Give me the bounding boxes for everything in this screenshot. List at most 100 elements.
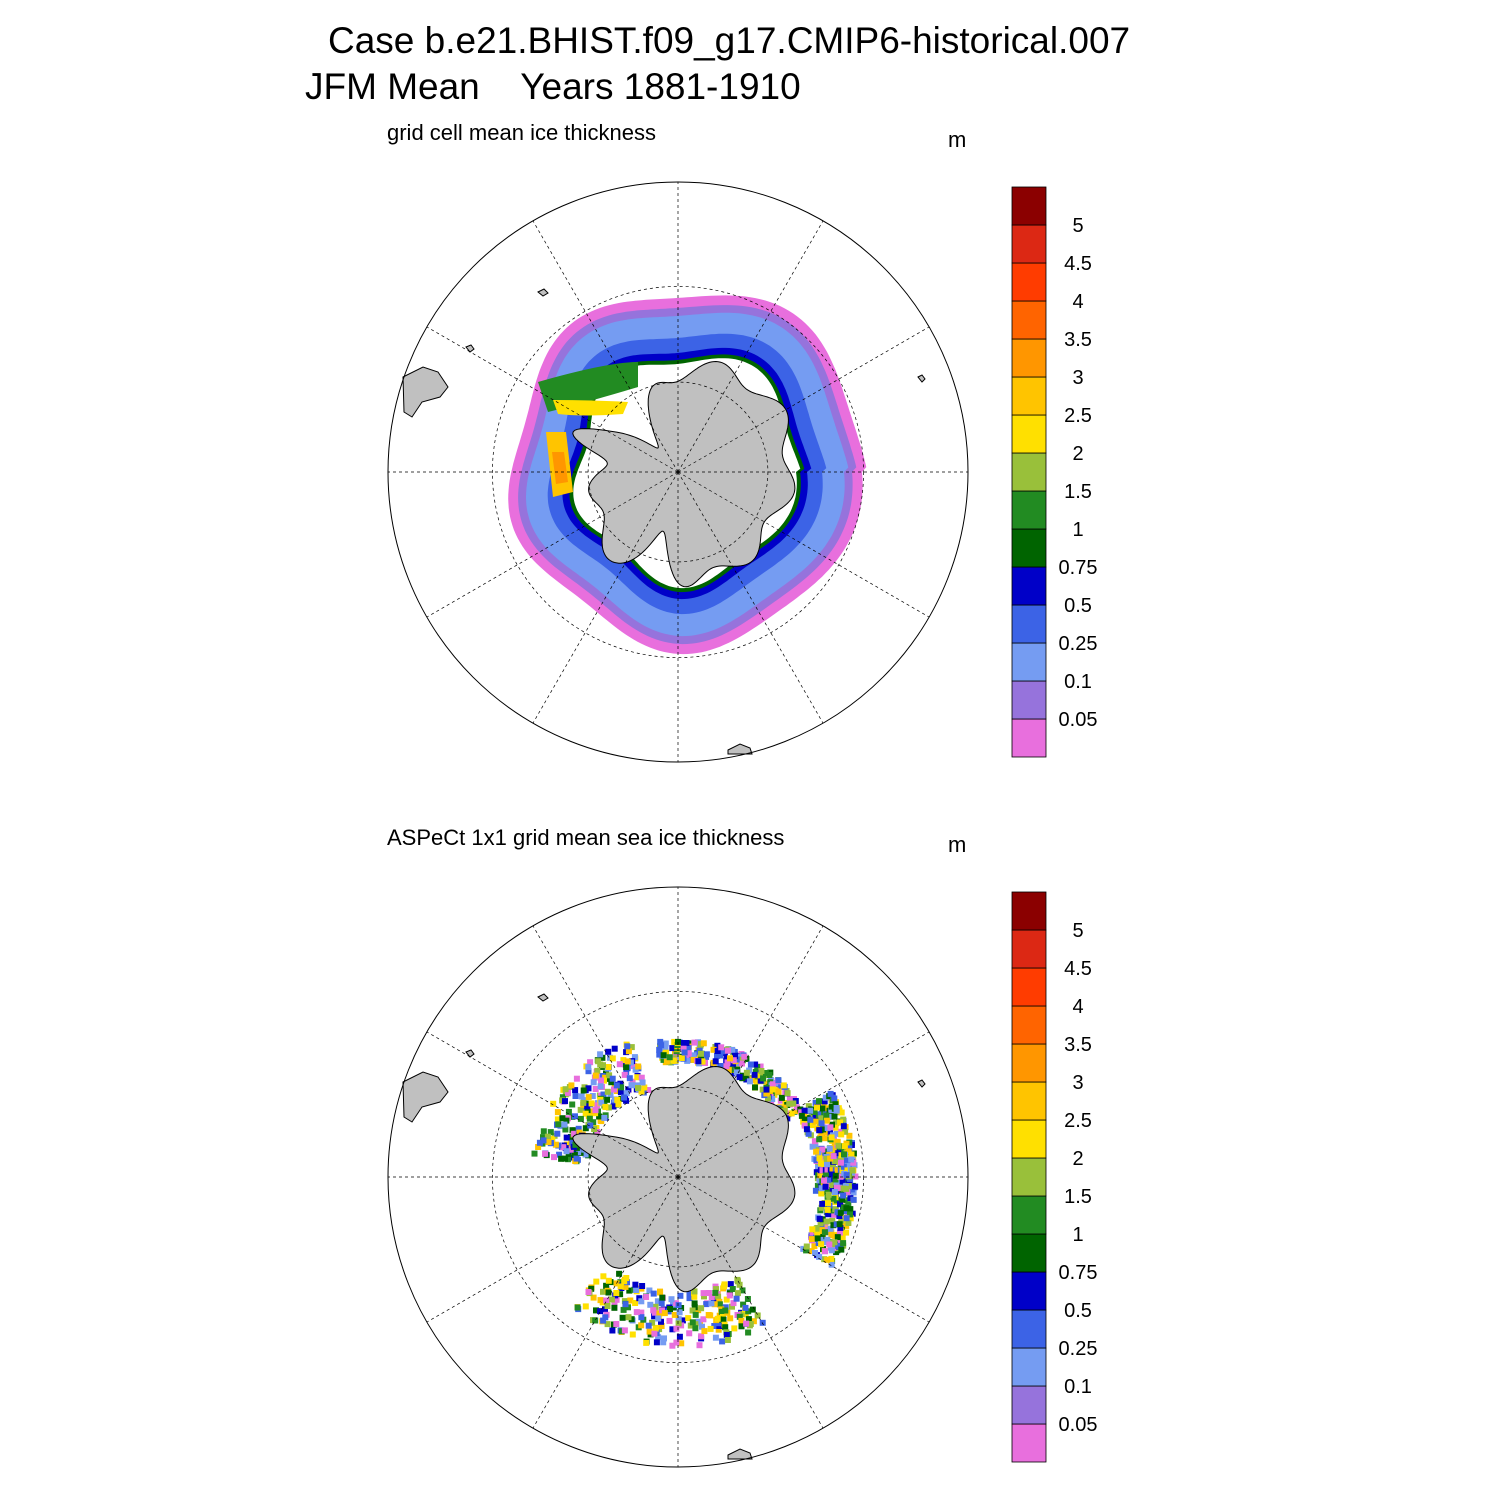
obs-cell <box>831 1189 838 1195</box>
panel2-meridian <box>677 925 824 1178</box>
obs-cell <box>835 1142 842 1149</box>
obs-cell <box>742 1073 749 1080</box>
colorbar-label: 1.5 <box>1064 1186 1092 1208</box>
colorbar-label: 2.5 <box>1064 405 1092 427</box>
obs-cell <box>598 1118 605 1125</box>
obs-cell <box>738 1317 745 1324</box>
obs-cell <box>555 1121 562 1128</box>
obs-cell <box>597 1308 604 1315</box>
obs-cell <box>599 1054 606 1061</box>
obs-cell <box>700 1040 707 1047</box>
obs-cell <box>684 1057 691 1064</box>
obs-cell <box>812 1187 819 1194</box>
obs-cell <box>703 1051 710 1058</box>
obs-cell <box>582 1151 589 1158</box>
obs-cell <box>550 1100 557 1107</box>
panel1-island-falkland <box>537 288 549 297</box>
obs-cell <box>676 1333 683 1340</box>
obs-cell <box>587 1122 594 1129</box>
obs-cell <box>600 1317 607 1324</box>
obs-cell <box>798 1109 805 1116</box>
panel2-meridian <box>532 925 679 1178</box>
obs-cell <box>679 1317 686 1324</box>
obs-cell <box>622 1301 629 1308</box>
obs-cell <box>821 1098 828 1105</box>
colorbar-box <box>1011 1157 1047 1197</box>
obs-cell <box>705 1290 712 1296</box>
panel2-south-america-tip <box>402 1071 449 1123</box>
obs-cell <box>731 1325 738 1332</box>
obs-cell <box>747 1061 754 1068</box>
obs-cell <box>667 1306 673 1312</box>
panel2-map <box>387 886 969 1468</box>
obs-cell <box>848 1151 855 1158</box>
colorbar-box <box>1011 1309 1047 1349</box>
obs-cell <box>623 1064 630 1071</box>
obs-cell <box>619 1314 626 1321</box>
obs-cell <box>611 1086 617 1093</box>
obs-cell <box>675 1038 681 1045</box>
obs-cell <box>683 1040 690 1046</box>
obs-cell <box>650 1307 657 1314</box>
obs-cell <box>602 1306 608 1313</box>
obs-cell <box>813 1148 820 1155</box>
obs-cell <box>718 1044 725 1051</box>
obs-cell <box>723 1331 730 1338</box>
obs-cell <box>818 1160 825 1167</box>
obs-cell <box>680 1045 687 1052</box>
obs-cell <box>839 1167 846 1174</box>
colorbar-box <box>1011 566 1047 606</box>
obs-cell <box>615 1101 622 1108</box>
obs-cell <box>686 1295 693 1302</box>
obs-cell <box>597 1083 604 1090</box>
obs-cell <box>611 1300 618 1307</box>
colorbar-box <box>1011 452 1047 492</box>
colorbar-box <box>1011 528 1047 568</box>
obs-cell <box>837 1224 844 1231</box>
obs-cell <box>742 1304 749 1311</box>
obs-cell <box>540 1128 547 1135</box>
obs-cell <box>714 1315 721 1322</box>
obs-cell <box>646 1287 653 1294</box>
obs-cell <box>652 1325 659 1332</box>
colorbar-box <box>1011 376 1047 416</box>
obs-cell <box>643 1294 650 1300</box>
colorbar-label: 5 <box>1072 215 1083 237</box>
obs-cell <box>811 1109 818 1115</box>
obs-cell <box>839 1234 846 1241</box>
obs-cell <box>673 1325 680 1332</box>
obs-cell <box>727 1315 734 1322</box>
obs-cell <box>712 1334 719 1341</box>
obs-cell <box>823 1187 830 1193</box>
colorbar-box <box>1011 1043 1047 1083</box>
obs-cell <box>825 1211 832 1218</box>
panel1-map-boundary <box>387 181 969 763</box>
panel2-parallel <box>587 1086 769 1268</box>
colorbar-label: 0.1 <box>1064 1376 1092 1398</box>
obs-cell <box>805 1130 812 1137</box>
colorbar-label: 5 <box>1072 920 1083 942</box>
obs-cell <box>609 1075 616 1082</box>
colorbar-label: 0.25 <box>1059 633 1098 655</box>
obs-cell <box>685 1315 692 1322</box>
obs-cell <box>573 1075 580 1082</box>
obs-cell <box>840 1116 847 1123</box>
obs-cell <box>818 1190 825 1197</box>
obs-cell <box>823 1155 830 1162</box>
obs-cell <box>833 1197 840 1204</box>
obs-cell <box>707 1325 714 1332</box>
obs-cell <box>832 1176 839 1183</box>
obs-cell <box>736 1313 743 1320</box>
obs-cell <box>657 1288 663 1295</box>
obs-cell <box>837 1201 843 1208</box>
obs-cell <box>803 1243 810 1250</box>
obs-cell <box>828 1255 835 1262</box>
colorbar-label: 0.75 <box>1059 557 1098 579</box>
obs-cell <box>790 1100 797 1107</box>
obs-cell <box>716 1312 723 1319</box>
colorbar-label: 1 <box>1072 519 1083 541</box>
panel2-meridian <box>426 1031 679 1178</box>
obs-cell <box>678 1055 685 1061</box>
panel1-map <box>387 181 969 763</box>
obs-cell <box>658 1323 665 1329</box>
